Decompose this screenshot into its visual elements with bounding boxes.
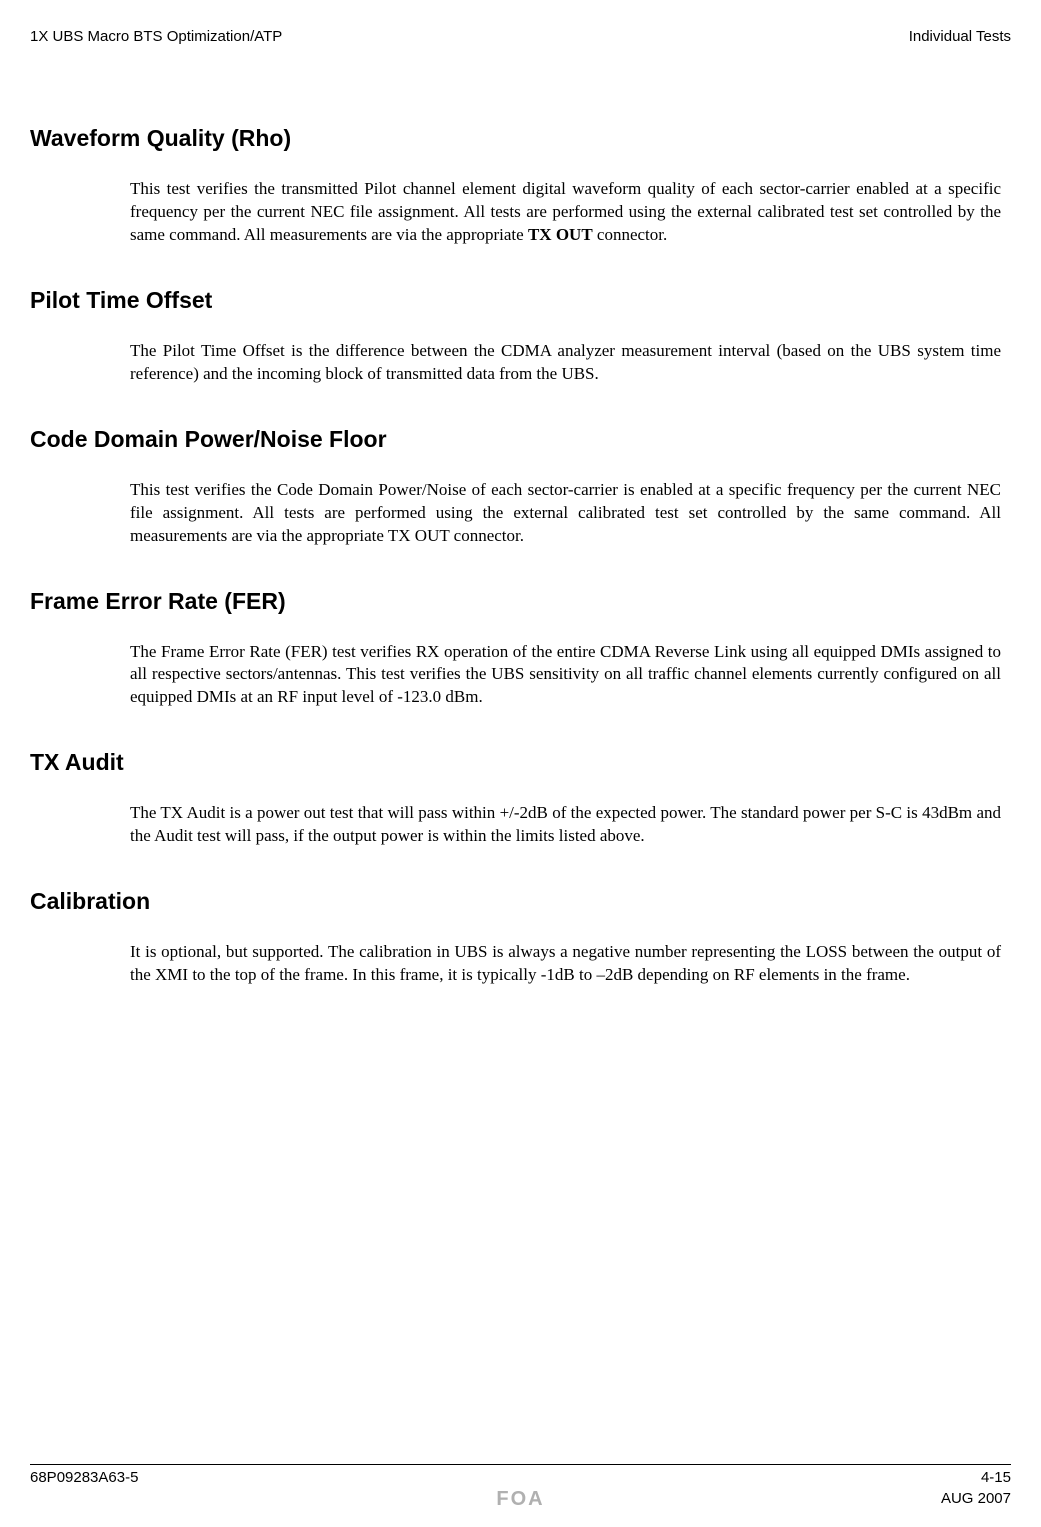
header-right: Individual Tests <box>909 28 1011 45</box>
section-body-fer: The Frame Error Rate (FER) test verifies… <box>130 641 1001 710</box>
footer-doc-number: 68P09283A63-5 <box>30 1469 138 1486</box>
section-body-waveform-quality: This test verifies the transmitted Pilot… <box>130 178 1001 247</box>
section-body-pilot-time-offset: The Pilot Time Offset is the difference … <box>130 340 1001 386</box>
footer-watermark: FOA <box>30 1488 1011 1511</box>
page-footer: 68P09283A63-5 4-15 FOA AUG 2007 <box>30 1464 1011 1507</box>
section-title-waveform-quality: Waveform Quality (Rho) <box>30 125 1011 152</box>
page-header: 1X UBS Macro BTS Optimization/ATP Indivi… <box>30 28 1011 45</box>
body-text-post: connector. <box>593 225 668 244</box>
section-body-code-domain: This test verifies the Code Domain Power… <box>130 479 1001 548</box>
header-left: 1X UBS Macro BTS Optimization/ATP <box>30 28 282 45</box>
footer-divider <box>30 1464 1011 1465</box>
section-body-tx-audit: The TX Audit is a power out test that wi… <box>130 802 1001 848</box>
body-text-bold-txout: TX OUT <box>528 225 593 244</box>
section-body-calibration: It is optional, but supported. The calib… <box>130 941 1001 987</box>
page: 1X UBS Macro BTS Optimization/ATP Indivi… <box>0 0 1041 1527</box>
section-title-code-domain: Code Domain Power/Noise Floor <box>30 426 1011 453</box>
footer-page-number: 4-15 <box>981 1469 1011 1486</box>
section-title-pilot-time-offset: Pilot Time Offset <box>30 287 1011 314</box>
section-title-fer: Frame Error Rate (FER) <box>30 588 1011 615</box>
section-title-tx-audit: TX Audit <box>30 749 1011 776</box>
section-title-calibration: Calibration <box>30 888 1011 915</box>
footer-row: 68P09283A63-5 4-15 <box>30 1469 1011 1486</box>
